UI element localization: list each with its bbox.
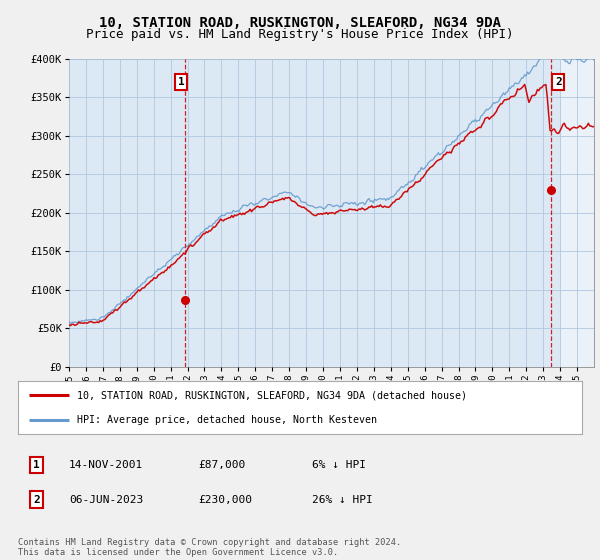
Text: 2: 2 (555, 77, 562, 87)
Bar (560, 59, 594, 367)
Bar (560, 59, 594, 367)
Text: Contains HM Land Registry data © Crown copyright and database right 2024.
This d: Contains HM Land Registry data © Crown c… (18, 538, 401, 557)
Text: Price paid vs. HM Land Registry's House Price Index (HPI): Price paid vs. HM Land Registry's House … (86, 28, 514, 41)
Text: 14-NOV-2001: 14-NOV-2001 (69, 460, 143, 470)
Text: £230,000: £230,000 (198, 494, 252, 505)
Text: HPI: Average price, detached house, North Kesteven: HPI: Average price, detached house, Nort… (77, 414, 377, 424)
Text: 26% ↓ HPI: 26% ↓ HPI (312, 494, 373, 505)
Text: 2: 2 (33, 494, 40, 505)
Text: 1: 1 (178, 77, 184, 87)
Text: 10, STATION ROAD, RUSKINGTON, SLEAFORD, NG34 9DA: 10, STATION ROAD, RUSKINGTON, SLEAFORD, … (99, 16, 501, 30)
Text: 10, STATION ROAD, RUSKINGTON, SLEAFORD, NG34 9DA (detached house): 10, STATION ROAD, RUSKINGTON, SLEAFORD, … (77, 390, 467, 400)
Text: 6% ↓ HPI: 6% ↓ HPI (312, 460, 366, 470)
Text: 06-JUN-2023: 06-JUN-2023 (69, 494, 143, 505)
Text: £87,000: £87,000 (198, 460, 245, 470)
Text: 1: 1 (33, 460, 40, 470)
